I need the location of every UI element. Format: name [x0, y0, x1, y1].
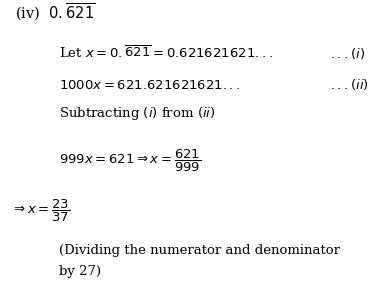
Text: Let $x = 0.\overline{621} = 0.621621621...$: Let $x = 0.\overline{621} = 0.621621621.…: [59, 44, 273, 61]
Text: Subtracting $(i)$ from $(ii)$: Subtracting $(i)$ from $(ii)$: [59, 105, 215, 122]
Text: (iv)  $0.\overline{621}$: (iv) $0.\overline{621}$: [15, 1, 96, 22]
Text: (Dividing the numerator and denominator: (Dividing the numerator and denominator: [59, 244, 340, 257]
Text: $...(ii)$: $...(ii)$: [330, 76, 369, 92]
Text: $...(i)$: $...(i)$: [330, 46, 365, 61]
Text: by 27): by 27): [59, 265, 101, 278]
Text: $1000x = 621.621621621...$: $1000x = 621.621621621...$: [59, 78, 240, 92]
Text: $\Rightarrow x = \dfrac{23}{37}$: $\Rightarrow x = \dfrac{23}{37}$: [11, 198, 70, 225]
Text: $999x = 621 \Rightarrow x = \dfrac{621}{999}$: $999x = 621 \Rightarrow x = \dfrac{621}{…: [59, 148, 201, 174]
